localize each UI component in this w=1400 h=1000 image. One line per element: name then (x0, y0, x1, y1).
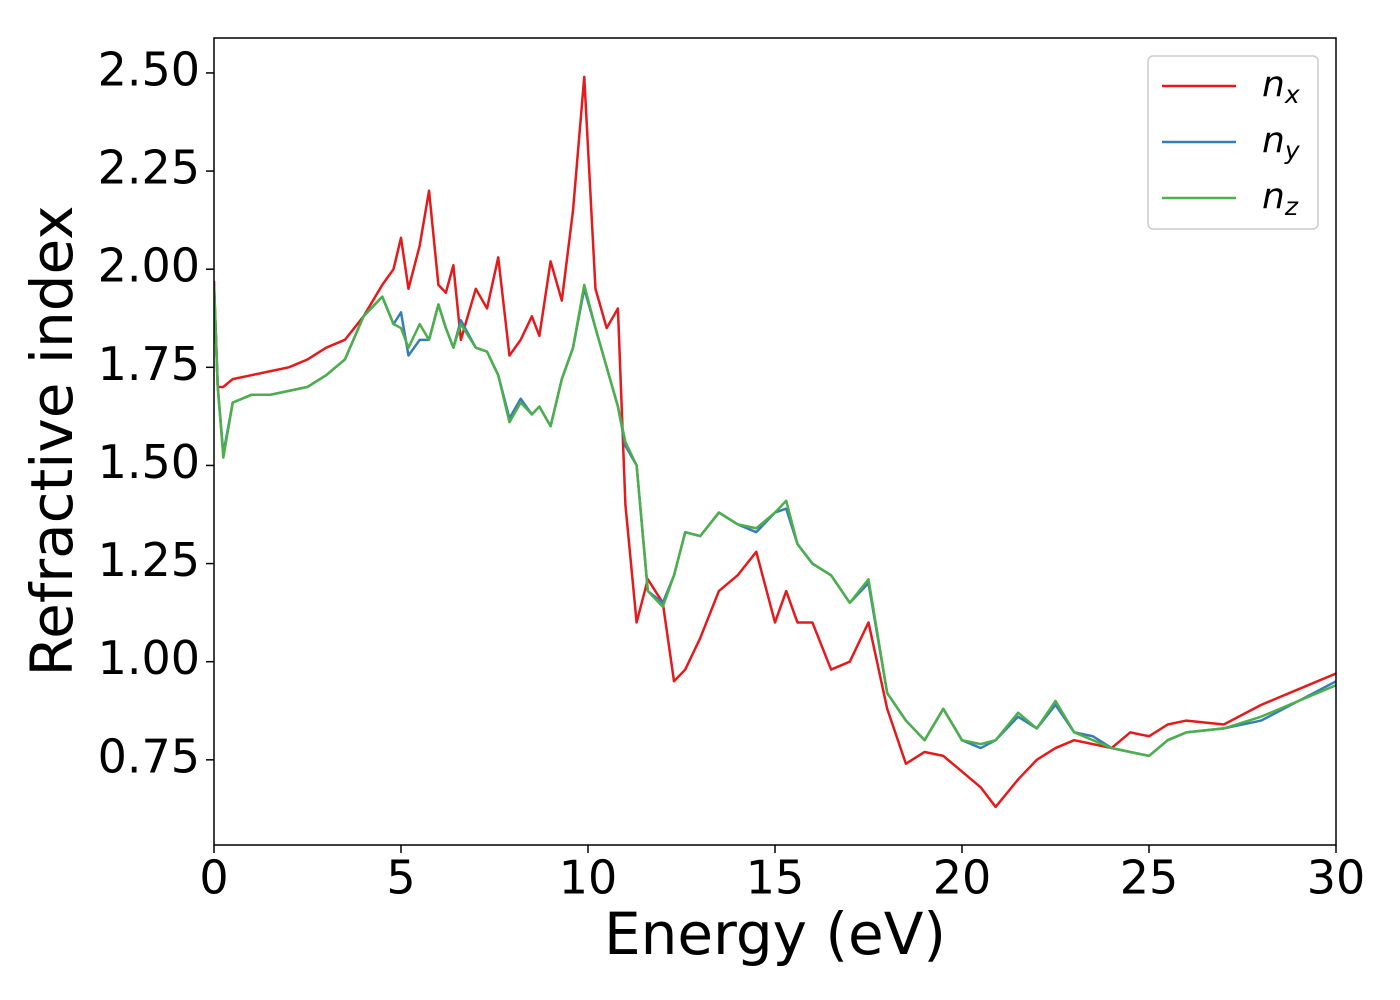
x-axis-label: Energy (eV) (604, 900, 946, 968)
series-line (214, 283, 1336, 758)
series-line (214, 284, 1336, 758)
y-tick-label: 2.25 (98, 141, 200, 195)
y-tick-label: 0.75 (98, 729, 200, 783)
x-tick-label: 10 (559, 851, 618, 905)
y-tick-label: 1.00 (98, 631, 200, 685)
y-tick-label: 1.75 (98, 337, 200, 391)
plot-frame (213, 37, 1337, 846)
legend-label: nx (1262, 64, 1300, 109)
y-tick-label: 1.50 (98, 435, 200, 489)
y-tick-label: 1.25 (98, 533, 200, 587)
x-tick-label: 20 (933, 851, 992, 905)
series-line (214, 75, 1336, 809)
y-tick-label: 2.00 (98, 239, 200, 293)
x-tick-label: 0 (199, 851, 228, 905)
x-tick-label: 25 (1120, 851, 1179, 905)
x-tick-label: 5 (386, 851, 415, 905)
y-tick-label: 2.50 (98, 42, 200, 96)
legend-label: ny (1262, 120, 1301, 165)
y-axis-label: Refractive index (18, 205, 86, 676)
x-tick-label: 30 (1307, 851, 1366, 905)
legend-label: nz (1262, 176, 1299, 221)
x-tick-label: 15 (746, 851, 805, 905)
